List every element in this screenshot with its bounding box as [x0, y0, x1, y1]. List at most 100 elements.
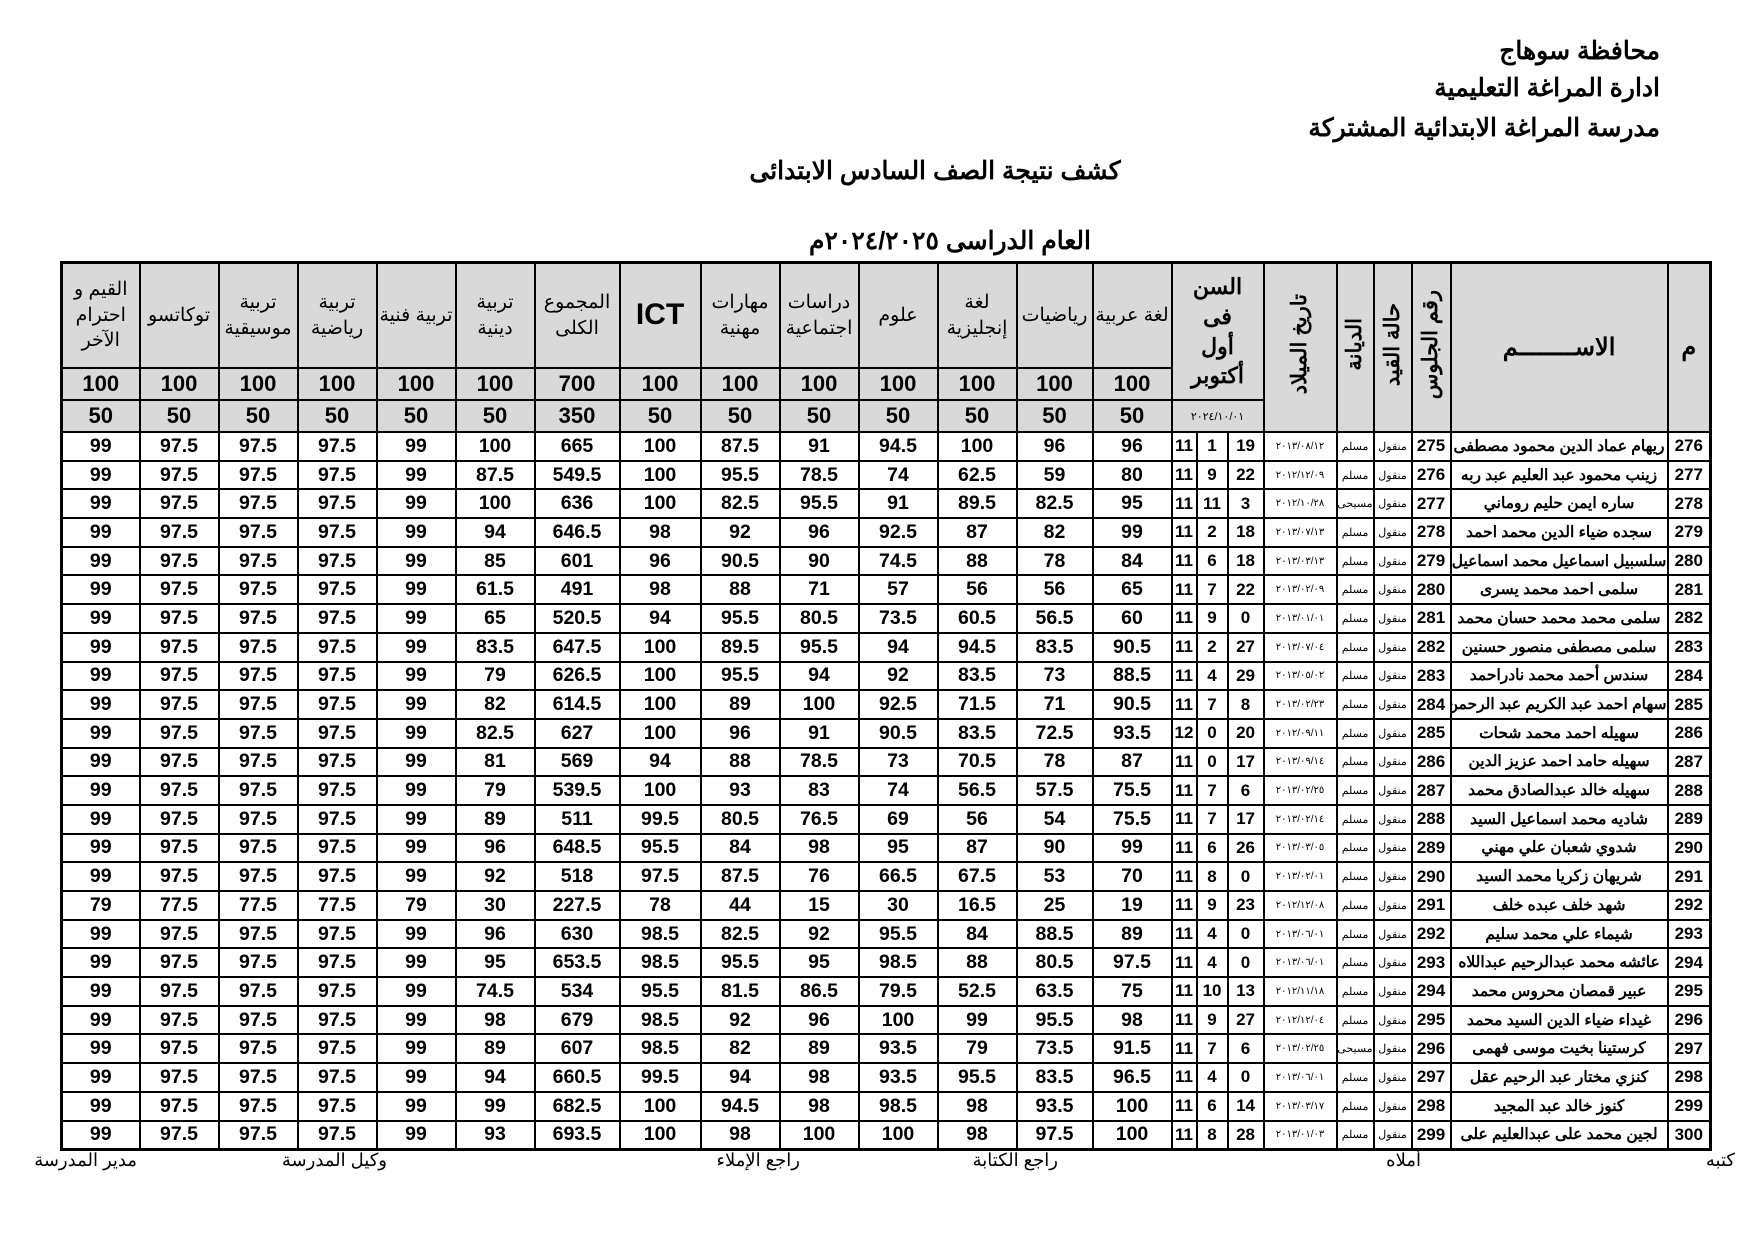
- name-cell: شريهان زكريا محمد السيد: [1449, 861, 1669, 892]
- age-months-cell: 0: [1195, 746, 1229, 778]
- grade-cell: 97.5: [217, 459, 299, 491]
- grade-cell: 97.5: [138, 488, 220, 520]
- age-years-cell: 11: [1170, 660, 1198, 692]
- religion-cell: مسلم: [1335, 746, 1375, 778]
- table-row: 288 سهيله خالد عبدالصادق محمد 287 منقول مسلم…: [60, 775, 1712, 806]
- grade-cell: 97.5: [138, 803, 220, 835]
- seat-number-cell: 279: [1410, 545, 1452, 577]
- col-subject: المجموع الكلى: [533, 261, 621, 369]
- age-years-cell: 11: [1170, 1062, 1198, 1093]
- grade-cell: 98.5: [618, 918, 702, 950]
- grade-cell: 95: [454, 947, 536, 979]
- footer-deputy: وكيل المدرسة: [281, 1150, 387, 1170]
- seat-number-cell: 284: [1410, 689, 1452, 720]
- grade-cell: 80.5: [1015, 947, 1094, 979]
- grade-cell: 74: [857, 459, 939, 491]
- grade-cell: 88.5: [1091, 660, 1173, 692]
- col-subject: تربية رياضية: [296, 261, 378, 369]
- religion-cell: مسلم: [1335, 431, 1375, 462]
- name-cell: سلمى مصطفى منصور حسنين: [1449, 631, 1669, 663]
- grade-cell: 80.5: [778, 603, 860, 634]
- grade-cell: 99: [375, 717, 457, 749]
- grade-cell: 92: [699, 1004, 781, 1036]
- age-months-cell: 6: [1195, 545, 1229, 577]
- grade-cell: 95.5: [1015, 1004, 1094, 1036]
- name-cell: غيداء ضياء الدين السيد محمد: [1449, 1004, 1669, 1036]
- col-age-date: ٢٠٢٤/١٠/٠١: [1170, 399, 1265, 433]
- grade-cell: 97.5: [217, 947, 299, 979]
- grade-cell: 82.5: [454, 717, 536, 749]
- grade-cell: 82: [1015, 517, 1094, 548]
- status-cell: منقول: [1372, 803, 1413, 835]
- grade-cell: 607: [533, 1033, 621, 1065]
- grade-cell: 97.5: [138, 517, 220, 548]
- grade-cell: 56: [1015, 574, 1094, 606]
- grade-cell: 79: [936, 1033, 1018, 1065]
- status-cell: منقول: [1372, 488, 1413, 520]
- age-days-cell: 13: [1226, 976, 1265, 1007]
- seat-number-cell: 299: [1410, 1119, 1452, 1151]
- grade-cell: 569: [533, 746, 621, 778]
- grade-cell: 97.5: [296, 459, 378, 491]
- document-title: كشف نتيجة الصف السادس الابتدائى: [749, 157, 1121, 185]
- grade-cell: 100: [618, 431, 702, 462]
- table-row: 285 سهام احمد عبد الكريم عبد الرحمن 284 منق…: [60, 689, 1712, 720]
- status-cell: منقول: [1372, 431, 1413, 462]
- grade-cell: 99: [375, 488, 457, 520]
- grade-cell: 75.5: [1091, 775, 1173, 806]
- religion-cell: مسلم: [1335, 1119, 1375, 1151]
- grade-cell: 98: [618, 517, 702, 548]
- grade-cell: 97.5: [296, 660, 378, 692]
- grade-cell: 94: [618, 603, 702, 634]
- col-subject: رياضيات: [1015, 261, 1094, 369]
- grade-cell: 91: [778, 717, 860, 749]
- grade-cell: 92.5: [857, 689, 939, 720]
- grade-cell: 77.5: [296, 890, 378, 921]
- religion-cell: مسلم: [1335, 459, 1375, 491]
- grade-cell: 99: [60, 976, 141, 1007]
- col-subject: تربية دينية: [454, 261, 536, 369]
- status-cell: منقول: [1372, 660, 1413, 692]
- grade-cell: 97.5: [618, 861, 702, 892]
- table-row: 298 كنزي مختار عبد الرحيم عقل 297 منقول مسلم…: [60, 1062, 1712, 1093]
- grade-cell: 99: [60, 488, 141, 520]
- serial-cell: 291: [1666, 861, 1712, 892]
- seat-number-cell: 281: [1410, 603, 1452, 634]
- grade-cell: 69: [857, 803, 939, 835]
- serial-cell: 283: [1666, 631, 1712, 663]
- footer-written-by: كتبه: [1705, 1150, 1735, 1170]
- table-row: 300 لجين محمد على عبدالعليم على 299 منقول مس…: [60, 1119, 1712, 1151]
- grade-cell: 87.5: [699, 431, 781, 462]
- grade-cell: 99: [60, 775, 141, 806]
- table-row: 276 ريهام عماد الدين محمود مصطفى 275 منقول م…: [60, 431, 1712, 462]
- grade-cell: 56: [936, 574, 1018, 606]
- age-months-cell: 7: [1195, 574, 1229, 606]
- name-cell: سهام احمد عبد الكريم عبد الرحمن: [1449, 689, 1669, 720]
- dob-cell: ٢٠١٣/٠٦/٠١: [1262, 947, 1338, 979]
- grade-cell: 648.5: [533, 832, 621, 864]
- grade-cell: 96: [618, 545, 702, 577]
- age-days-cell: 20: [1226, 717, 1265, 749]
- status-cell: منقول: [1372, 861, 1413, 892]
- grade-cell: 97.5: [296, 976, 378, 1007]
- grade-cell: 56: [936, 803, 1018, 835]
- grade-cell: 82: [699, 1033, 781, 1065]
- age-days-cell: 26: [1226, 832, 1265, 864]
- age-months-cell: 11: [1195, 488, 1229, 520]
- seat-number-cell: 275: [1410, 431, 1452, 462]
- grade-cell: 56.5: [1015, 603, 1094, 634]
- serial-cell: 292: [1666, 890, 1712, 921]
- name-cell: لجين محمد على عبدالعليم على: [1449, 1119, 1669, 1151]
- grade-cell: 78: [1015, 746, 1094, 778]
- grade-cell: 100: [857, 1119, 939, 1151]
- subject-max-score: 100: [454, 367, 536, 401]
- grade-cell: 60.5: [936, 603, 1018, 634]
- grade-cell: 97.5: [138, 947, 220, 979]
- grade-cell: 99: [60, 1090, 141, 1122]
- dob-cell: ٢٠١٣/٠٨/١٢: [1262, 431, 1338, 462]
- grade-cell: 93.5: [1091, 717, 1173, 749]
- dob-cell: ٢٠١٣/٠٧/٠٤: [1262, 631, 1338, 663]
- status-cell: منقول: [1372, 746, 1413, 778]
- grade-cell: 95.5: [699, 660, 781, 692]
- grade-cell: 15: [778, 890, 860, 921]
